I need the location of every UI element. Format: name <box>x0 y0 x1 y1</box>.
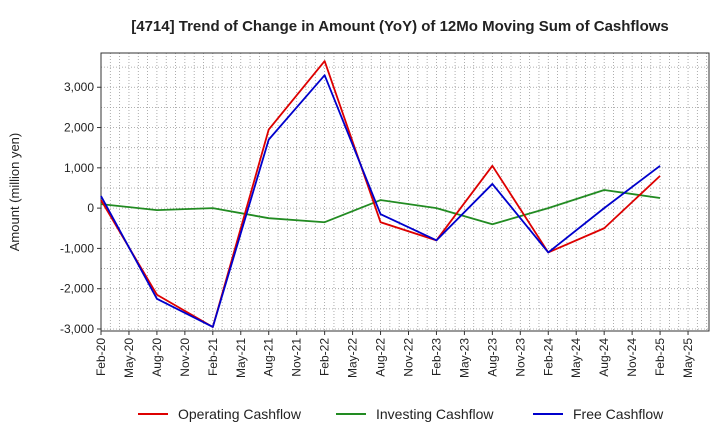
y-tick-label: 1,000 <box>64 161 94 175</box>
x-tick-label: Feb-24 <box>541 338 555 376</box>
y-axis: 3,000 2,000 1,000 0 -1,000 -2,000 -3,000 <box>60 80 101 336</box>
x-axis: Feb-20 May-20 Aug-20 Nov-20 Feb-21 May-21 Aug-… <box>94 331 695 378</box>
x-tick-label: Feb-20 <box>94 338 108 376</box>
x-tick-label: Nov-24 <box>625 338 639 377</box>
x-tick-label: Aug-22 <box>374 338 388 377</box>
y-tick-label: 0 <box>87 201 94 215</box>
x-tick-label: Feb-23 <box>429 338 443 376</box>
y-tick-label: -1,000 <box>60 241 94 255</box>
x-tick-label: May-21 <box>234 338 248 378</box>
x-tick-label: Aug-23 <box>485 338 499 377</box>
y-tick-label: 3,000 <box>64 80 94 94</box>
x-tick-label: May-24 <box>569 338 583 378</box>
chart-title: [4714] Trend of Change in Amount (YoY) o… <box>131 18 669 35</box>
grid <box>100 53 709 331</box>
x-tick-label: Feb-22 <box>318 338 332 376</box>
legend-label-free-cashflow: Free Cashflow <box>573 406 664 422</box>
x-tick-label: Aug-20 <box>150 338 164 377</box>
x-tick-label: Feb-21 <box>206 338 220 376</box>
plot-area <box>100 52 710 332</box>
x-tick-label: May-22 <box>346 338 360 378</box>
legend: Operating Cashflow Investing Cashflow Free… <box>138 406 664 422</box>
x-tick-label: Feb-25 <box>653 338 667 376</box>
x-tick-label: Aug-21 <box>262 338 276 377</box>
investing-cashflow-line <box>100 189 661 226</box>
legend-label-investing-cashflow: Investing Cashflow <box>376 406 494 422</box>
operating-cashflow-line <box>100 60 661 328</box>
x-tick-label: May-25 <box>681 338 695 378</box>
y-tick-label: -2,000 <box>60 282 94 296</box>
x-tick-label: May-20 <box>122 338 136 378</box>
legend-label-operating-cashflow: Operating Cashflow <box>178 406 302 422</box>
x-tick-label: May-23 <box>457 338 471 378</box>
x-tick-label: Nov-23 <box>513 338 527 377</box>
x-tick-label: Aug-24 <box>597 338 611 377</box>
y-axis-label: Amount (million yen) <box>7 133 22 252</box>
x-tick-label: Nov-22 <box>401 338 415 377</box>
y-tick-label: -3,000 <box>60 322 94 336</box>
free-cashflow-line <box>100 74 661 328</box>
series-lines <box>100 60 661 328</box>
x-tick-label: Nov-20 <box>178 338 192 377</box>
y-tick-label: 2,000 <box>64 121 94 135</box>
x-tick-label: Nov-21 <box>290 338 304 377</box>
